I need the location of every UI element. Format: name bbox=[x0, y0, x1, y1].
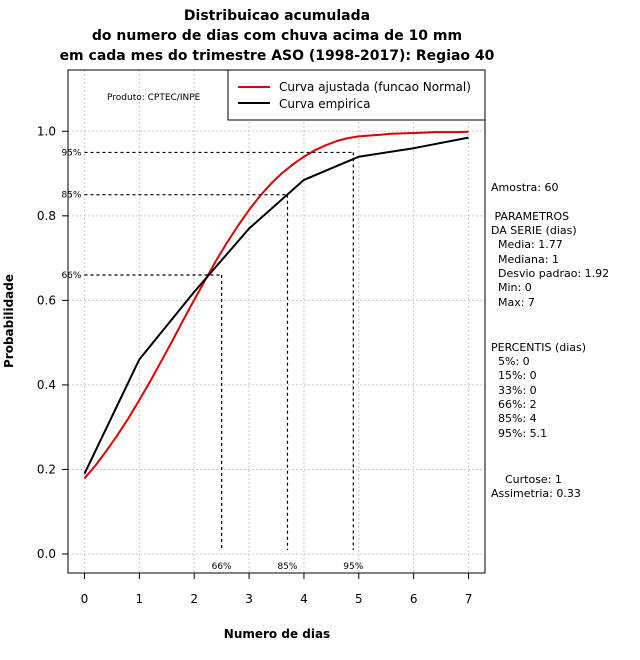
legend: Curva ajustada (funcao Normal) Curva emp… bbox=[227, 69, 486, 121]
percentile-label-y: 95% bbox=[61, 148, 81, 158]
axes: 0 1 2 3 4 5 6 7 0.0 0.2 0.4 0.6 0.8 1.0 bbox=[37, 124, 472, 606]
parameters-title: PARAMETROS bbox=[491, 210, 570, 223]
fitted-normal-curve bbox=[83, 130, 469, 479]
percentile-markers: 66% 66% 85% 85% 95% 95% bbox=[61, 148, 363, 572]
y-axis-label: Probabilidade bbox=[2, 274, 16, 368]
skewness: Assimetria: 0.33 bbox=[491, 487, 581, 500]
empirical-curve bbox=[83, 136, 469, 475]
percentile-label-y: 85% bbox=[61, 191, 81, 201]
x-tick-label: 0 bbox=[81, 592, 89, 606]
percentiles-title: PERCENTIS (dias) bbox=[491, 341, 587, 354]
parameters-subtitle: DA SERIE (dias) bbox=[491, 224, 577, 237]
y-tick-label: 0.2 bbox=[37, 462, 56, 476]
x-tick-label: 6 bbox=[410, 592, 418, 606]
chart-title-line-1: Distribuicao acumulada bbox=[184, 8, 370, 24]
plot-frame bbox=[67, 69, 486, 574]
x-tick-label: 1 bbox=[136, 592, 144, 606]
chart-title-line-3: em cada mes do trimestre ASO (1998-2017)… bbox=[60, 48, 495, 64]
percentile-label-x: 95% bbox=[343, 562, 363, 572]
stat-std-dev: Desvio padrao: 1.92 bbox=[491, 267, 610, 280]
y-tick-label: 0.8 bbox=[37, 209, 56, 223]
x-tick-label: 5 bbox=[355, 592, 363, 606]
legend-label-empirical: Curva empirica bbox=[279, 97, 370, 111]
chart-title-line-2: do numero de dias com chuva acima de 10 … bbox=[92, 28, 462, 44]
sample-size: Amostra: 60 bbox=[491, 181, 559, 194]
credit-label: Produto: CPTEC/INPE bbox=[107, 93, 201, 103]
legend-box bbox=[227, 69, 486, 121]
stat-median: Mediana: 1 bbox=[491, 253, 559, 266]
x-tick-label: 7 bbox=[465, 592, 473, 606]
percentile-label-x: 66% bbox=[212, 562, 232, 572]
percentile-5: 5%: 0 bbox=[491, 355, 530, 368]
stat-mean: Media: 1.77 bbox=[491, 238, 563, 251]
y-tick-label: 1.0 bbox=[37, 124, 56, 138]
kurtosis: Curtose: 1 bbox=[491, 473, 562, 486]
y-tick-label: 0.6 bbox=[37, 293, 56, 307]
percentile-label-x: 85% bbox=[277, 562, 297, 572]
x-tick-label: 2 bbox=[190, 592, 198, 606]
percentile-95: 95%: 5.1 bbox=[491, 427, 548, 440]
stat-min: Min: 0 bbox=[491, 281, 532, 294]
percentile-33: 33%: 0 bbox=[491, 384, 537, 397]
series-layer bbox=[83, 130, 469, 479]
percentile-85: 85%: 4 bbox=[491, 412, 537, 425]
y-tick-label: 0.0 bbox=[37, 547, 56, 561]
percentile-66: 66%: 2 bbox=[491, 398, 537, 411]
x-tick-label: 4 bbox=[300, 592, 308, 606]
y-tick-label: 0.4 bbox=[37, 378, 56, 392]
legend-label-fitted: Curva ajustada (funcao Normal) bbox=[279, 80, 471, 94]
x-axis-label: Numero de dias bbox=[224, 627, 330, 641]
x-tick-label: 3 bbox=[245, 592, 253, 606]
percentile-15: 15%: 0 bbox=[491, 369, 537, 382]
grid-lines bbox=[68, 70, 485, 573]
stat-max: Max: 7 bbox=[491, 296, 535, 309]
percentile-label-y: 66% bbox=[61, 271, 81, 281]
